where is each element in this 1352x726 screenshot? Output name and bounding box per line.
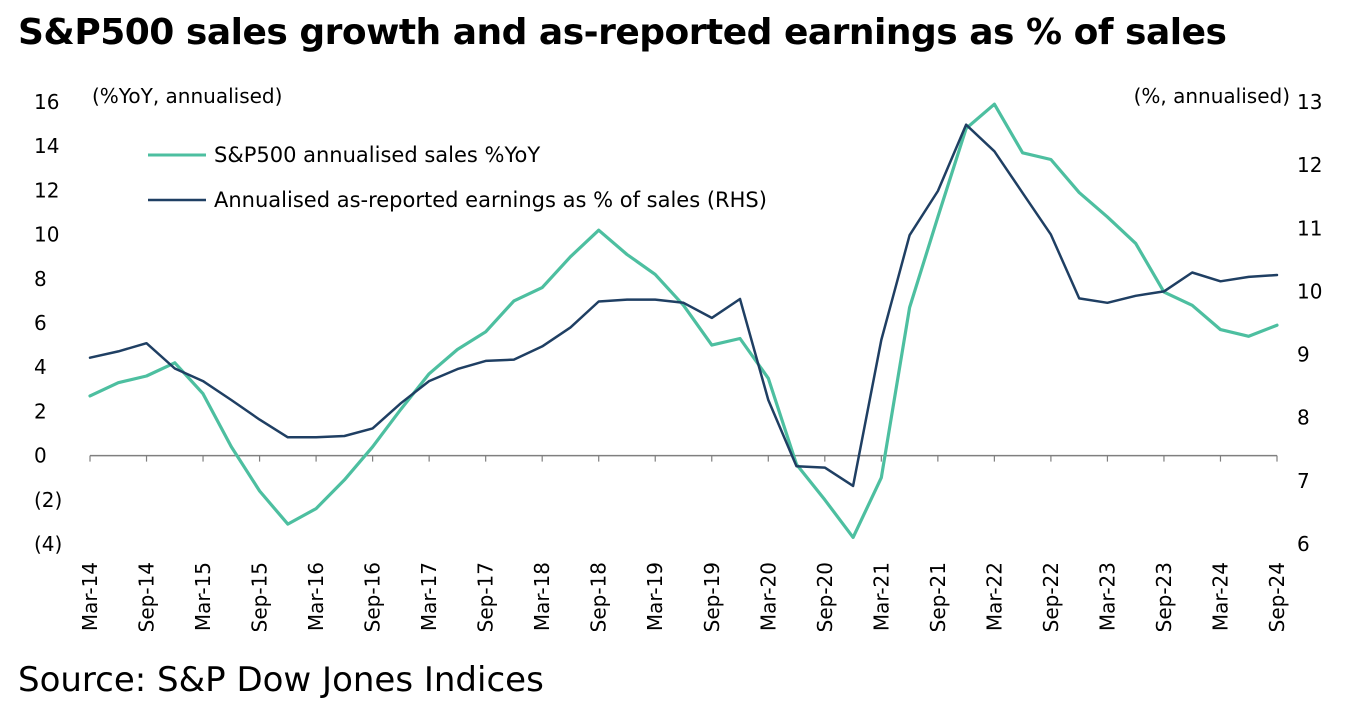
right-tick-label: 6 bbox=[1297, 532, 1310, 556]
x-axis: Mar-14 Sep-14 Mar-15 Sep-15 Mar-16 Sep-16 Mar-… bbox=[78, 454, 1289, 632]
series-layer bbox=[88, 102, 1279, 540]
right-axis-unit-label: (%, annualised) bbox=[1134, 84, 1290, 108]
left-tick-label: (4) bbox=[34, 532, 62, 556]
x-tick-label: Mar-19 bbox=[643, 562, 667, 631]
left-axis-ticks: (4) (2) 0 2 4 6 8 10 12 14 16 bbox=[34, 90, 62, 556]
right-tick-label: 7 bbox=[1297, 469, 1310, 493]
left-tick-label: 6 bbox=[34, 311, 47, 335]
series-line-sales bbox=[88, 102, 1279, 540]
x-tick-label: Sep-21 bbox=[926, 562, 950, 632]
left-tick-label: 14 bbox=[34, 134, 59, 158]
legend-label-sales: S&P500 annualised sales %YoY bbox=[214, 143, 540, 167]
x-tick-label: Sep-14 bbox=[135, 562, 159, 632]
x-tick-label: Sep-17 bbox=[474, 562, 498, 632]
left-tick-label: 0 bbox=[34, 444, 47, 468]
x-tick-label: Mar-17 bbox=[417, 562, 441, 631]
x-tick-label: Sep-24 bbox=[1265, 562, 1289, 632]
right-tick-label: 9 bbox=[1297, 343, 1310, 367]
x-tick-label: Mar-18 bbox=[530, 562, 554, 631]
x-tick-label: Sep-16 bbox=[361, 562, 385, 632]
source-note: Source: S&P Dow Jones Indices bbox=[18, 660, 544, 700]
right-tick-label: 13 bbox=[1297, 90, 1322, 114]
x-tick-label: Sep-23 bbox=[1152, 562, 1176, 632]
left-tick-label: 12 bbox=[34, 178, 59, 202]
right-tick-label: 11 bbox=[1297, 216, 1322, 240]
x-tick-label: Sep-20 bbox=[813, 562, 837, 632]
right-axis-ticks: 6 7 8 9 10 11 12 13 bbox=[1297, 90, 1322, 556]
x-tick-label: Sep-15 bbox=[248, 562, 272, 632]
right-tick-label: 10 bbox=[1297, 279, 1322, 303]
legend-label-earnings: Annualised as-reported earnings as % of … bbox=[214, 188, 767, 212]
right-tick-label: 12 bbox=[1297, 153, 1322, 177]
right-tick-label: 8 bbox=[1297, 406, 1310, 430]
x-tick-label: Mar-16 bbox=[304, 562, 328, 631]
x-tick-label: Mar-24 bbox=[1208, 562, 1232, 631]
left-axis-unit-label: (%YoY, annualised) bbox=[92, 84, 282, 108]
legend: S&P500 annualised sales %YoY Annualised … bbox=[148, 143, 767, 212]
left-tick-label: 8 bbox=[34, 267, 47, 291]
x-tick-label: Mar-15 bbox=[191, 562, 215, 631]
x-tick-label: Mar-20 bbox=[756, 562, 780, 631]
x-tick-label: Sep-19 bbox=[700, 562, 724, 632]
left-tick-label: 2 bbox=[34, 399, 47, 423]
left-tick-label: 4 bbox=[34, 355, 47, 379]
x-tick-label: Mar-21 bbox=[869, 562, 893, 631]
x-tick-label: Mar-14 bbox=[78, 562, 102, 631]
left-tick-label: 16 bbox=[34, 90, 59, 114]
x-tick-label: Sep-18 bbox=[587, 562, 611, 632]
series-line-earnings bbox=[88, 123, 1279, 488]
chart-title: S&P500 sales growth and as-reported earn… bbox=[18, 12, 1227, 53]
x-tick-label: Mar-22 bbox=[982, 562, 1006, 631]
left-tick-label: (2) bbox=[34, 488, 62, 512]
left-tick-label: 10 bbox=[34, 223, 59, 247]
x-tick-label: Mar-23 bbox=[1095, 562, 1119, 631]
x-tick-label: Sep-22 bbox=[1039, 562, 1063, 632]
